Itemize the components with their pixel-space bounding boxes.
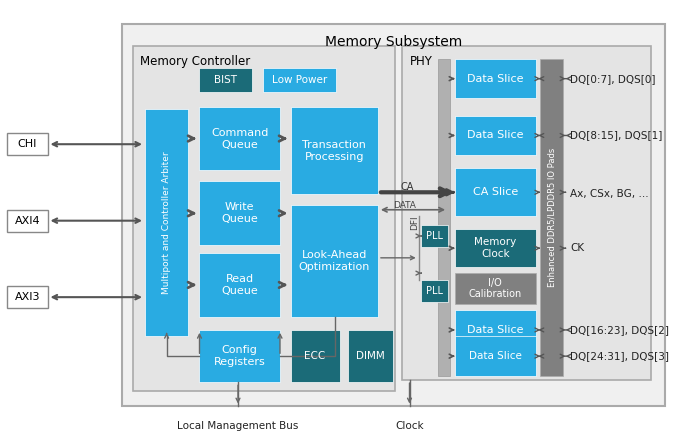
Text: Look-Ahead
Optimization: Look-Ahead Optimization [299,250,370,272]
Text: Data Slice: Data Slice [467,74,524,83]
Text: DQ[16:23], DQS[2]: DQ[16:23], DQS[2] [570,325,669,335]
Bar [7,133,48,155]
Bar [7,286,48,308]
Bar [133,46,395,391]
Text: Config
Registers: Config Registers [214,345,265,367]
Bar [262,68,336,92]
Text: AXI4: AXI4 [15,216,40,225]
Text: Data Slice: Data Slice [467,131,524,140]
Bar [348,330,393,382]
Text: Ax, CSx, BG, …: Ax, CSx, BG, … [570,190,650,199]
Text: Write
Queue: Write Queue [221,202,258,224]
Text: Command
Queue: Command Queue [211,128,268,149]
Text: CHI: CHI [18,139,37,149]
Text: DQ[24:31], DQS[3]: DQ[24:31], DQS[3] [570,351,669,361]
Bar [438,59,450,376]
Text: Data Slice: Data Slice [469,351,522,361]
Text: CK: CK [570,243,584,253]
Bar [290,107,378,194]
Bar [122,24,665,406]
Text: Clock: Clock [395,421,423,431]
Bar [455,310,536,350]
Text: PHY: PHY [410,55,433,68]
Bar [421,280,448,302]
Bar [199,107,280,170]
Bar [199,253,280,317]
Text: Data Slice: Data Slice [467,325,524,335]
Text: DIMM: DIMM [356,351,385,361]
Text: Multiport and Controller Arbiter: Multiport and Controller Arbiter [162,152,171,294]
Bar [455,336,536,376]
Text: Transaction
Processing: Transaction Processing [302,140,366,162]
Bar [455,59,536,98]
Text: Low Power: Low Power [272,75,327,85]
Text: DFI: DFI [410,215,419,230]
Bar [290,205,378,317]
Text: BIST: BIST [214,75,237,85]
Text: Enhanced DDR5/LPDDR5 IO Pads: Enhanced DDR5/LPDDR5 IO Pads [547,148,556,287]
Text: DATA: DATA [393,201,416,210]
Text: Memory Subsystem: Memory Subsystem [325,35,463,49]
Bar [455,273,536,304]
Bar [455,229,536,267]
Bar [540,59,563,376]
Text: CA: CA [400,182,414,192]
Bar [7,210,48,232]
Text: I/O
Calibration: I/O Calibration [468,277,522,299]
Text: Read
Queue: Read Queue [221,274,258,296]
Bar [199,68,252,92]
Bar [290,330,340,382]
Text: Memory
Clock: Memory Clock [474,237,517,259]
Text: PLL: PLL [426,286,443,295]
Text: Memory Controller: Memory Controller [140,55,251,68]
Bar [455,168,536,216]
Bar [455,116,536,155]
Text: AXI3: AXI3 [15,292,40,302]
Bar [421,225,448,247]
Bar [402,46,651,380]
Text: ECC: ECC [304,351,326,361]
Bar [199,330,280,382]
Text: Local Management Bus: Local Management Bus [177,421,299,431]
Text: DQ[0:7], DQS[0]: DQ[0:7], DQS[0] [570,74,656,83]
Bar [199,181,280,245]
Text: CA Slice: CA Slice [473,187,518,197]
Text: DQ[8:15], DQS[1]: DQ[8:15], DQS[1] [570,131,663,140]
Text: PLL: PLL [426,231,443,241]
Bar [145,109,188,336]
